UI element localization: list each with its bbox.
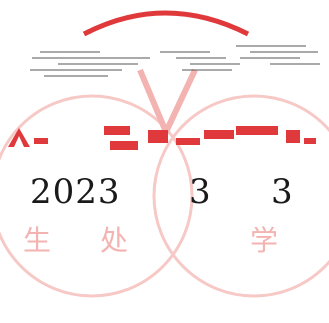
scan-noise: [30, 45, 320, 77]
svg-text:学: 学: [250, 224, 278, 257]
seal-ring-right: [152, 94, 329, 298]
seal-label-faint: 生 处 学: [23, 224, 278, 257]
seal-text-fragments: [8, 126, 316, 150]
date-month: 3: [189, 172, 212, 212]
seal-ring-left: [0, 94, 194, 298]
date-day: 3: [271, 172, 294, 212]
svg-text:处: 处: [100, 224, 128, 257]
date-year: 2023: [30, 172, 121, 212]
svg-text:生: 生: [23, 224, 51, 257]
seal-outer-ring: [82, 10, 250, 37]
